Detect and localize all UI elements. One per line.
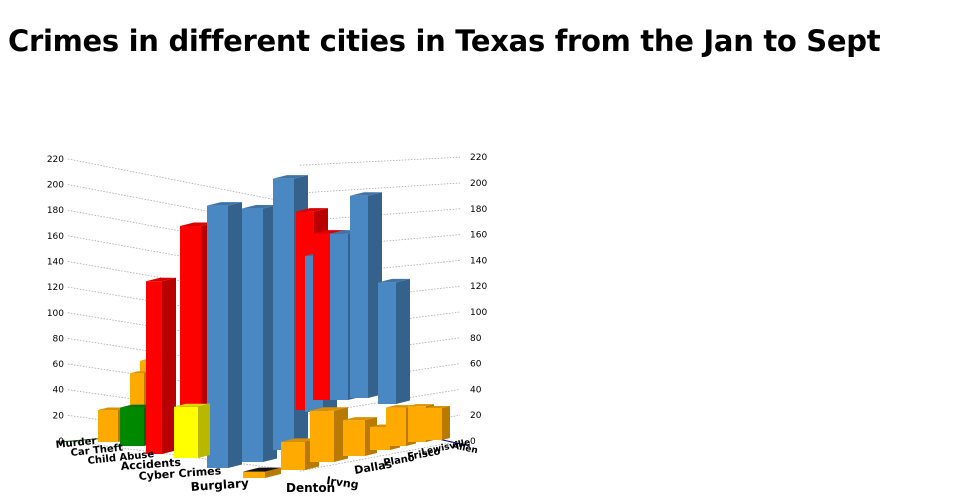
y-tick-right-label: 120 xyxy=(470,282,487,292)
bar-face xyxy=(370,426,390,450)
category-label: Plano xyxy=(383,453,416,469)
y-tick-left-label: 20 xyxy=(53,411,65,421)
y-tick-left-label: 120 xyxy=(47,283,64,293)
bar-top xyxy=(350,192,382,196)
y-tick-right-label: 80 xyxy=(470,334,482,344)
y-tick-left-label: 160 xyxy=(47,232,64,242)
category-label: Burglary xyxy=(190,476,249,494)
category-label: Denton xyxy=(286,481,335,495)
y-tick-left-label: 40 xyxy=(53,386,65,396)
y-tick-right-label: 20 xyxy=(470,411,482,421)
y-tick-left-label: 220 xyxy=(47,155,64,165)
bar-face xyxy=(146,281,162,454)
gridline-left xyxy=(67,363,288,398)
category-label: Cyber Crimes xyxy=(138,464,222,483)
bar-top xyxy=(281,438,319,442)
y-tick-left-label: 140 xyxy=(47,258,64,268)
gridline-right xyxy=(299,440,461,472)
bar-face xyxy=(242,208,263,462)
bar-face xyxy=(174,406,198,458)
bar-top xyxy=(408,404,434,407)
y-tick-right-label: 180 xyxy=(470,205,487,215)
y-axis-right-ticks: 0 20 40 60 80 100 120 140 160 180 200 220 xyxy=(470,153,487,447)
bar xyxy=(350,192,382,398)
bar xyxy=(378,278,410,404)
y-tick-right-label: 200 xyxy=(470,179,487,189)
bar-face xyxy=(343,420,365,456)
bar-top xyxy=(313,230,345,234)
bar xyxy=(242,205,277,462)
bar xyxy=(174,403,210,458)
y-tick-left-label: 60 xyxy=(53,360,65,370)
bar-top xyxy=(296,208,328,212)
category-label: Irvng xyxy=(326,474,360,491)
y-tick-left-label: 100 xyxy=(47,309,64,319)
front-bars xyxy=(98,277,450,478)
bar-face xyxy=(350,195,368,398)
y-tick-right-label: 60 xyxy=(470,360,482,370)
bar-face xyxy=(207,205,228,468)
bar-top xyxy=(242,205,277,209)
gridline-right xyxy=(299,156,461,166)
bar-top xyxy=(146,277,176,282)
bar-face xyxy=(180,226,201,450)
bar-face xyxy=(120,407,144,446)
bar-side xyxy=(228,202,242,468)
bar-top xyxy=(207,202,242,206)
bar-top xyxy=(343,417,377,421)
bar-top xyxy=(310,407,348,411)
category-label: Accidents xyxy=(120,456,182,473)
bar-top xyxy=(273,175,308,179)
y-tick-right-label: 40 xyxy=(470,385,482,395)
y-tick-right-label: 100 xyxy=(470,308,487,318)
gridline-right xyxy=(299,182,461,194)
bar-top xyxy=(180,222,215,226)
bar xyxy=(310,407,348,462)
bar-side xyxy=(265,467,281,478)
y-tick-right-label: 140 xyxy=(470,256,487,266)
bar-face xyxy=(426,408,442,440)
bar-face xyxy=(310,410,334,462)
bar-top xyxy=(378,278,410,283)
bar-face xyxy=(386,407,406,446)
bar-side xyxy=(442,406,450,440)
bar-top xyxy=(243,467,281,472)
bar-top xyxy=(426,406,450,408)
bar-face xyxy=(281,441,305,470)
category-label: Murder xyxy=(55,436,97,451)
bar-side xyxy=(162,277,176,454)
bar xyxy=(243,467,281,478)
bar-top xyxy=(174,403,210,407)
bar-face xyxy=(378,282,396,404)
y-tick-right-label: 220 xyxy=(470,153,487,163)
chart-title: Crimes in different cities in Texas from… xyxy=(8,24,881,58)
back-bars xyxy=(140,175,410,468)
y-tick-left-label: 180 xyxy=(47,206,64,216)
bar-face xyxy=(408,406,426,442)
bar-side xyxy=(396,278,410,404)
bar-face xyxy=(313,233,331,400)
bar-face xyxy=(330,233,348,400)
gridline-left xyxy=(67,158,301,205)
category-label: Car Theft xyxy=(70,443,123,459)
bar-face xyxy=(98,410,118,442)
y-tick-right-label: 0 xyxy=(470,437,476,447)
bar-face xyxy=(273,178,294,450)
bar xyxy=(207,202,242,468)
bar-face xyxy=(243,471,265,478)
y-tick-left-label: 200 xyxy=(47,181,64,191)
bar-side xyxy=(198,403,210,458)
bar xyxy=(146,277,176,454)
bar xyxy=(426,406,450,440)
y-tick-right-label: 160 xyxy=(470,231,487,241)
y-tick-left-label: 80 xyxy=(53,334,65,344)
